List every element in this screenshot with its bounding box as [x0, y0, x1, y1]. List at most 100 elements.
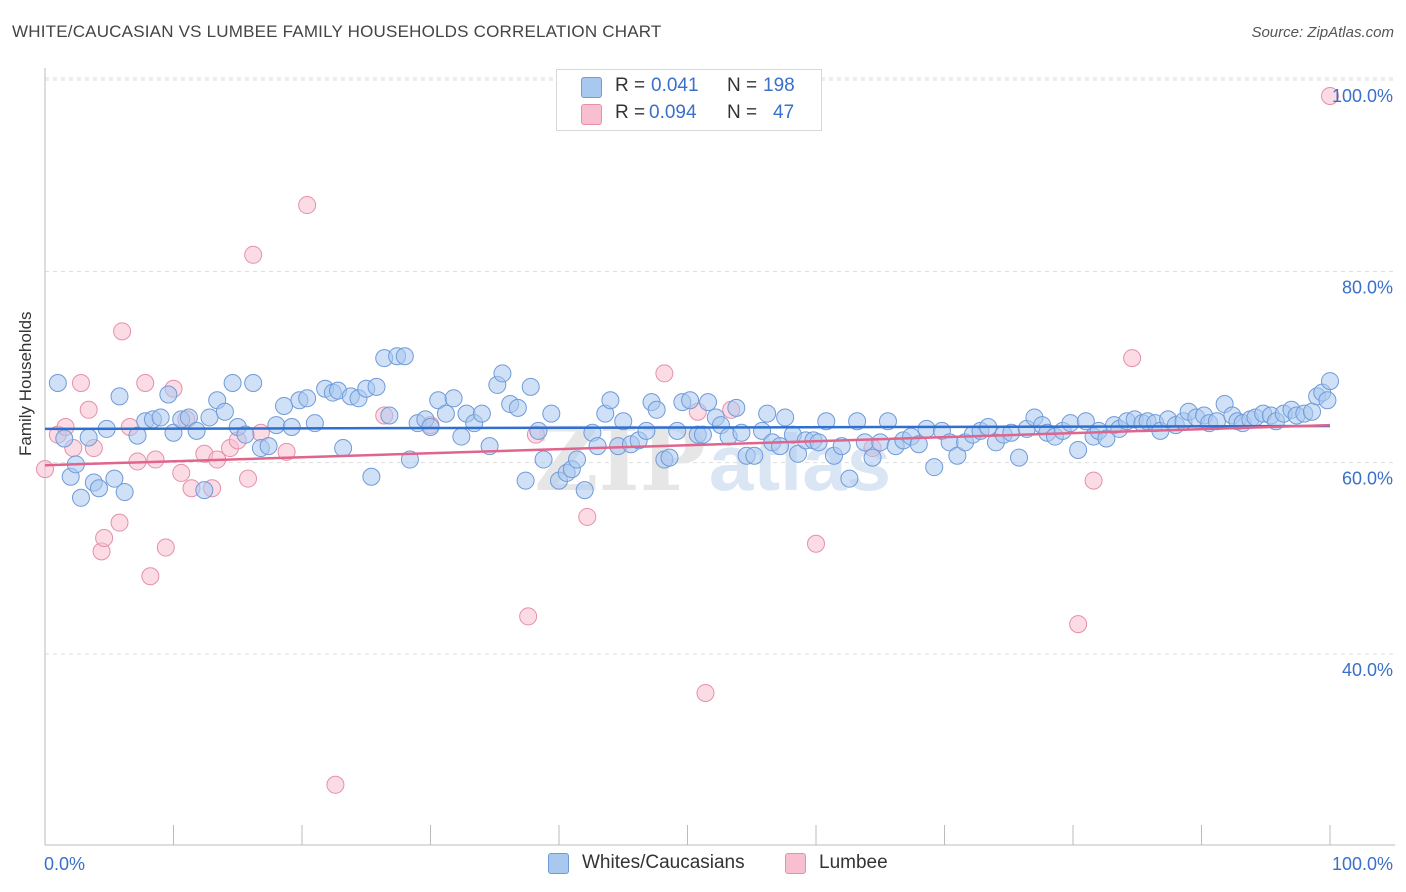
whites-point [128, 426, 147, 445]
whites-point [567, 450, 586, 469]
bottom-legend-swatch-whites [548, 853, 569, 874]
whites-point [259, 437, 278, 456]
whites-point [909, 435, 928, 454]
lumbee-point [1084, 471, 1103, 490]
whites-point [693, 425, 712, 444]
bottom-legend-swatch-lumbee [785, 853, 806, 874]
lumbee-point [298, 196, 317, 215]
whites-point [298, 389, 317, 408]
whites-point [516, 471, 535, 490]
lumbee-point [1123, 349, 1142, 368]
whites-point [878, 412, 897, 431]
whites-point [647, 400, 666, 419]
whites-point [848, 412, 867, 431]
y-tick-label: 40.0% [1342, 660, 1393, 680]
lumbee-point [79, 400, 98, 419]
whites-point [1061, 414, 1080, 433]
whites-point [601, 391, 620, 410]
whites-point [367, 377, 386, 396]
whites-point [637, 421, 656, 440]
whites-point [195, 481, 214, 500]
lumbee-point [71, 374, 90, 392]
trend-lines [44, 423, 1331, 467]
whites-point [699, 393, 718, 412]
whites-point [236, 425, 255, 444]
whites-point [745, 446, 764, 465]
lumbee-point [156, 538, 175, 557]
whites-point [79, 428, 98, 447]
bottom-legend-label-whites: Whites/Caucasians [582, 852, 745, 873]
lumbee-point [326, 775, 345, 794]
grid-lines [45, 77, 1395, 655]
whites-point [282, 418, 301, 437]
whites-point [400, 450, 419, 469]
source-label: Source: ZipAtlas.com [1251, 24, 1394, 41]
whites-point [493, 364, 512, 383]
whites-point [362, 467, 381, 486]
whites-point [789, 444, 808, 463]
whites-point [917, 419, 936, 438]
lumbee-point [239, 469, 258, 488]
lumbee-point [1321, 87, 1339, 105]
lumbee-point [172, 463, 191, 482]
whites-point [395, 347, 414, 366]
whites-point [1097, 429, 1116, 448]
whites-point [534, 450, 553, 469]
lumbee-point [146, 450, 165, 469]
whites-point [444, 389, 463, 408]
whites-point [668, 421, 687, 440]
whites-point [776, 408, 795, 427]
whites-point [1318, 391, 1337, 410]
lumbee-point [696, 683, 715, 702]
lumbee-point [136, 374, 155, 392]
lumbee-point [578, 507, 597, 526]
legend-r-label: R = [615, 102, 646, 123]
whites-point [588, 437, 607, 456]
y-tick-label: 80.0% [1342, 277, 1393, 297]
whites-point [660, 448, 679, 467]
whites-point [871, 433, 890, 452]
whites-point [575, 481, 594, 500]
whites-point [223, 374, 242, 392]
whites-point [71, 488, 90, 507]
whites-point [159, 385, 178, 404]
whites-point [472, 404, 491, 423]
lumbee-point [807, 534, 825, 553]
whites-point [948, 446, 967, 465]
lumbee-point [95, 528, 114, 547]
whites-point [521, 377, 540, 396]
whites-point [925, 458, 944, 477]
whites-point [542, 404, 561, 423]
lumbee-point [141, 567, 160, 586]
whites-point [1321, 372, 1339, 391]
whites-point [1010, 448, 1029, 467]
legend-n-label: N = [727, 102, 758, 123]
whites-point [215, 402, 234, 421]
whites-point [380, 406, 399, 425]
lumbee-point [277, 442, 296, 461]
whites-point [681, 391, 700, 410]
whites-point [89, 479, 108, 498]
lumbee-point [519, 607, 538, 626]
x-tick-label-min: 0.0% [44, 854, 85, 874]
y-tick-label: 60.0% [1342, 469, 1393, 489]
whites-point [334, 439, 353, 458]
lumbee-point [1069, 615, 1088, 634]
whites-point [508, 398, 527, 417]
whites-point [863, 448, 882, 467]
lumbee-point [36, 460, 54, 479]
lumbee-trend-line [44, 423, 1331, 467]
legend-n-value-whites: 198 [763, 75, 795, 96]
x-tick-label-max: 100.0% [1332, 854, 1393, 874]
lumbee-point [110, 513, 129, 532]
whites-point [758, 404, 777, 423]
lumbee-point [113, 322, 132, 341]
whites-point [151, 408, 170, 427]
y-tick-label: 100.0% [1332, 86, 1393, 106]
whites-point [832, 437, 851, 456]
whites-point [855, 433, 874, 452]
whites-point [1069, 440, 1088, 459]
whites-point [614, 412, 633, 431]
whites-trend-line [44, 424, 1331, 431]
